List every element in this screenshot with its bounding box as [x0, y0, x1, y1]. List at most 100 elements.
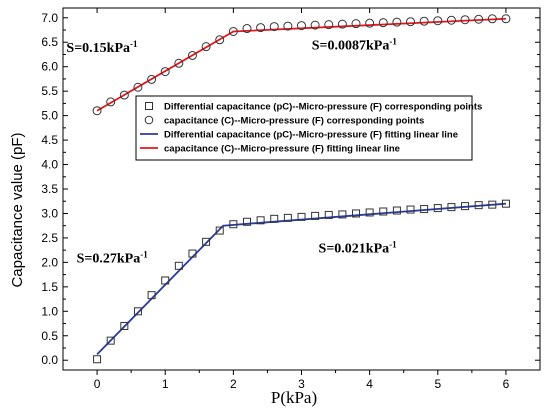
x-axis-title: P(kPa)	[271, 388, 317, 407]
slope-annotation: S=0.0087kPa-1	[312, 37, 398, 54]
data-point-square	[420, 205, 429, 214]
data-point-square	[256, 216, 265, 225]
data-point-square	[147, 291, 156, 300]
data-point-circle	[365, 18, 375, 28]
x-tick-label: 3	[298, 377, 305, 391]
data-point-circle	[419, 16, 429, 26]
data-point-square	[324, 210, 333, 219]
legend-label: Differential capacitance (pC)--Micro-pre…	[164, 130, 458, 141]
slope-annotation: S=0.15kPa-1	[66, 39, 138, 56]
data-point-circle	[160, 67, 170, 77]
data-point-square	[338, 210, 347, 219]
data-point-circle	[215, 35, 225, 45]
series-layer	[92, 14, 511, 364]
data-point-circle	[174, 58, 184, 68]
data-point-circle	[256, 23, 266, 33]
annotations: S=0.15kPa-1 S=0.0087kPa-1 S=0.27kPa-1 S=0.0…	[66, 37, 397, 267]
data-point-circle	[297, 21, 306, 31]
x-tick-label: 6	[503, 377, 510, 391]
data-point-circle	[460, 15, 470, 25]
data-point-circle	[92, 106, 102, 116]
data-point-circle	[337, 19, 347, 29]
x-tick-label: 1	[162, 377, 169, 391]
legend-box	[135, 95, 473, 161]
y-tick-label: 2.5	[41, 231, 58, 245]
data-point-square	[242, 217, 251, 226]
data-point-square	[106, 336, 115, 345]
data-point-square	[488, 200, 497, 209]
data-point-circle	[433, 16, 443, 26]
data-point-circle	[406, 17, 416, 27]
y-tick-label: 1.0	[41, 304, 58, 318]
data-point-square	[474, 201, 483, 210]
legend-label: Differential capacitance (pC)--Micro-pre…	[164, 102, 482, 113]
data-point-circle	[392, 17, 402, 27]
y-tick-label: 0.0	[41, 353, 58, 367]
data-point-square	[392, 206, 401, 215]
data-point-circle	[147, 74, 157, 84]
data-point-circle	[351, 19, 361, 29]
data-point-square	[93, 355, 102, 364]
slope-annotation: S=0.27kPa-1	[77, 249, 149, 266]
legend-label: capacitance (C)--Micro-pressure (F) corr…	[164, 116, 424, 127]
y-tick-label: 1.5	[41, 280, 58, 294]
x-tick-label: 0	[94, 377, 101, 391]
data-point-circle	[119, 90, 129, 100]
y-tick-label: 4.5	[41, 133, 58, 147]
data-point-square	[365, 208, 374, 217]
y-tick-label: 6.5	[41, 35, 58, 49]
data-point-circle	[106, 97, 116, 107]
y-tick-label: 5.5	[41, 84, 58, 98]
series-line-2	[96, 202, 506, 355]
series-line-3	[96, 17, 506, 112]
data-point-square	[311, 211, 320, 220]
legend-square-swatch	[145, 102, 153, 110]
data-point-circle	[228, 26, 238, 36]
data-point-circle	[324, 20, 334, 30]
data-point-square	[461, 202, 470, 211]
x-tick-label: 5	[434, 377, 441, 391]
data-point-square	[188, 249, 197, 258]
data-point-square	[501, 199, 510, 208]
y-tick-label: 3.0	[41, 206, 58, 220]
x-tick-label: 2	[230, 377, 237, 391]
slope-annotation: S=0.021kPa-1	[319, 240, 398, 257]
data-point-circle	[133, 82, 143, 92]
data-point-square	[297, 212, 306, 221]
data-point-square	[161, 276, 170, 285]
data-point-square	[283, 213, 292, 222]
y-tick-label: 0.5	[41, 329, 58, 343]
data-point-circle	[501, 14, 511, 24]
data-point-circle	[187, 50, 197, 60]
data-point-circle	[378, 18, 388, 28]
y-tick-label: 2.0	[41, 255, 58, 269]
y-tick-label: 4.0	[41, 158, 58, 172]
data-point-circle	[310, 20, 320, 30]
axes: 0.0 0.5 1.0 1.5 2.0 2.5 3.0 3.5 4.0 4.5 5.0 5.5 6.0 6…	[41, 7, 541, 391]
legend-circle-swatch	[144, 115, 154, 125]
y-tick-label: 5.0	[41, 109, 58, 123]
data-point-square	[133, 307, 142, 316]
x-tick-label: 4	[366, 377, 373, 391]
data-point-square	[215, 226, 224, 235]
data-point-square	[120, 321, 129, 330]
data-point-square	[447, 203, 456, 212]
data-point-circle	[446, 15, 456, 25]
data-point-circle	[242, 24, 252, 34]
data-point-circle	[201, 42, 211, 52]
y-tick-label: 6.0	[41, 60, 58, 74]
legend-label: capacitance (C)--Micro-pressure (F) fitt…	[164, 144, 400, 155]
data-point-circle	[474, 14, 484, 24]
y-tick-label: 3.5	[41, 182, 58, 196]
data-point-circle	[269, 22, 279, 32]
data-point-square	[379, 207, 388, 216]
data-point-square	[174, 261, 183, 270]
data-point-square	[270, 214, 279, 223]
data-point-circle	[487, 14, 497, 24]
legend: Differential capacitance (pC)--Micro-pre…	[135, 95, 482, 161]
data-point-square	[352, 209, 361, 218]
y-tick-label: 7.0	[41, 11, 58, 25]
data-point-square	[406, 205, 415, 214]
